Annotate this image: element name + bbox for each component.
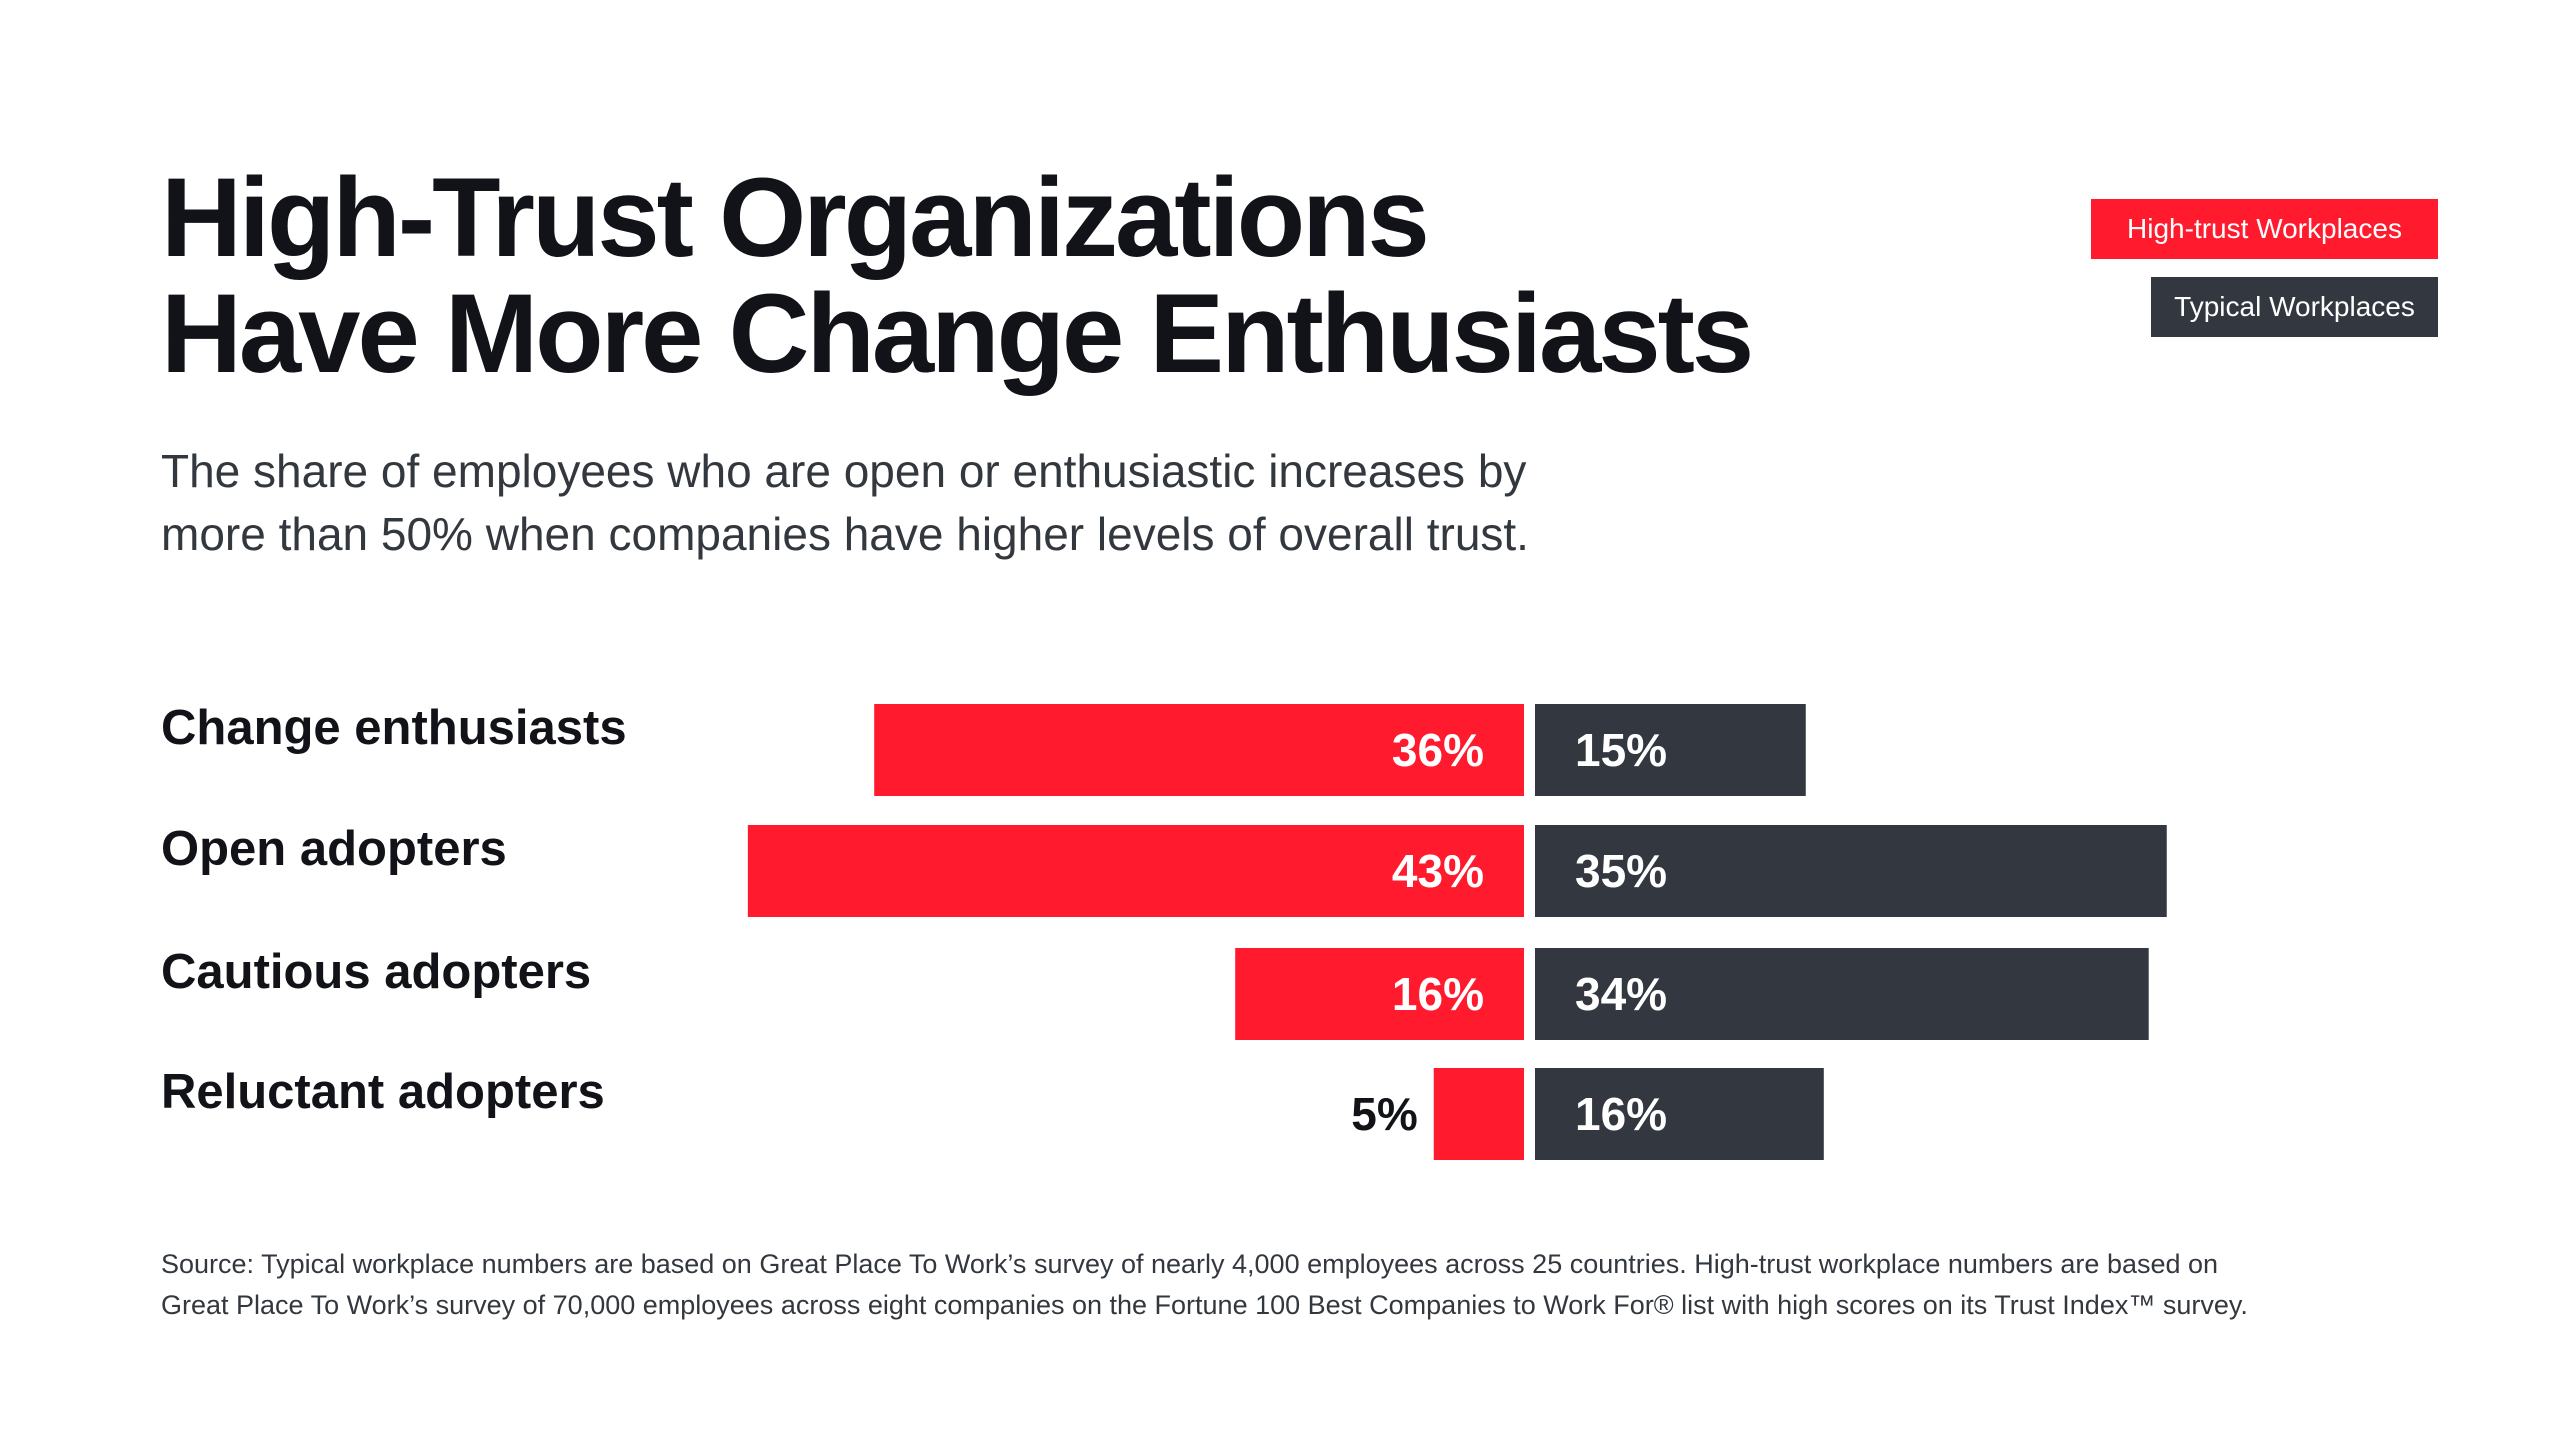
value-label-high-trust: 36% [1392,724,1484,776]
bar-typical [1535,704,1806,796]
category-label: Reluctant adopters [161,1065,605,1119]
bar-high-trust [874,704,1524,796]
legend-label: Typical Workplaces [2174,291,2415,322]
title-line-1: High-Trust Organizations [161,155,1430,280]
bar-typical [1535,948,2149,1040]
source-line-2: Great Place To Work’s survey of 70,000 e… [161,1290,2248,1320]
value-label-typical: 34% [1575,968,1667,1020]
subtitle-line-1: The share of employees who are open or e… [161,445,1527,497]
value-label-high-trust: 16% [1392,968,1484,1020]
title-line-2: Have More Change Enthusiasts [161,271,1754,396]
source-line-1: Source: Typical workplace numbers are ba… [161,1249,2219,1279]
bar-typical [1535,825,2167,917]
category-label: Open adopters [161,822,507,876]
bar-high-trust [1433,1068,1524,1160]
value-label-typical: 35% [1575,845,1667,897]
legend-high-trust: High-trust Workplaces [2091,199,2438,259]
bar-high-trust [1235,948,1524,1040]
legend-label: High-trust Workplaces [2127,213,2402,244]
legend-typical: Typical Workplaces [2151,277,2438,337]
value-label-high-trust: 5% [1351,1088,1417,1140]
source-note: Source: Typical workplace numbers are ba… [161,1244,2461,1326]
bar-high-trust [747,825,1524,917]
bar-typical [1535,1068,1824,1160]
value-label-high-trust: 43% [1392,845,1484,897]
value-label-typical: 15% [1575,724,1667,776]
chart-subtitle: The share of employees who are open or e… [161,440,1761,566]
category-label: Change enthusiasts [161,701,627,755]
subtitle-line-2: more than 50% when companies have higher… [161,508,1529,560]
chart-title: High-Trust Organizations Have More Chang… [161,155,1754,396]
category-label: Cautious adopters [161,945,591,999]
value-label-typical: 16% [1575,1088,1667,1140]
